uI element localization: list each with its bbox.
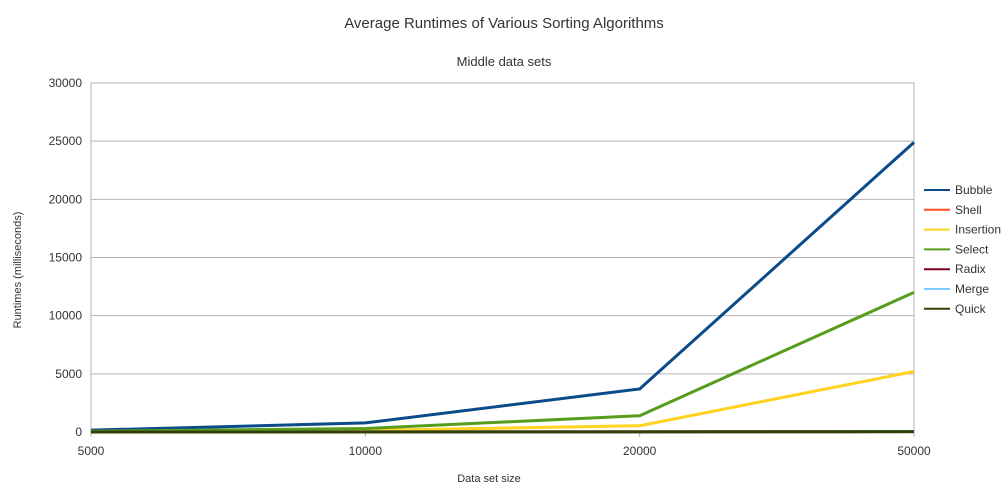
y-tick-label: 25000 (49, 134, 83, 148)
y-tick-label: 10000 (49, 309, 83, 323)
series-line-bubble (90, 141, 916, 432)
legend-item-shell: Shell (924, 203, 982, 217)
legend-label: Insertion (955, 223, 1001, 237)
legend-label: Quick (955, 302, 987, 316)
x-tick-label: 50000 (897, 444, 931, 458)
series-line-select (90, 291, 915, 433)
x-tick-label: 10000 (349, 444, 383, 458)
y-tick-label: 5000 (55, 367, 82, 381)
y-tick-label: 15000 (49, 251, 83, 265)
y-tick-label: 30000 (49, 76, 83, 90)
legend-item-merge: Merge (924, 282, 989, 296)
legend-label: Shell (955, 203, 982, 217)
y-axis-label: Runtimes (milliseconds) (12, 212, 24, 329)
y-axis-ticks: 0 5000 10000 15000 20000 25000 30000 (49, 76, 83, 439)
x-tick-label: 20000 (623, 444, 657, 458)
legend-item-quick: Quick (924, 302, 987, 316)
grid-lines (91, 82, 914, 433)
legend-label: Bubble (955, 183, 993, 197)
series-layer (90, 141, 916, 434)
x-axis-label: Data set size (457, 473, 521, 485)
legend-item-bubble: Bubble (924, 183, 993, 197)
legend-item-radix: Radix (924, 262, 986, 276)
y-tick-label: 0 (75, 425, 82, 439)
legend-item-insertion: Insertion (924, 223, 1001, 237)
legend: Bubble Shell Insertion Select Radix Merge Quic… (924, 183, 1001, 316)
chart-subtitle: Middle data sets (457, 54, 552, 69)
x-tick-label: 5000 (78, 444, 105, 458)
chart-title: Average Runtimes of Various Sorting Algo… (344, 15, 664, 32)
x-axis-ticks: 5000 10000 20000 50000 (78, 432, 931, 458)
y-tick-label: 20000 (49, 192, 83, 206)
legend-label: Select (955, 242, 989, 256)
legend-item-select: Select (924, 242, 989, 256)
legend-label: Radix (955, 262, 986, 276)
legend-label: Merge (955, 282, 989, 296)
